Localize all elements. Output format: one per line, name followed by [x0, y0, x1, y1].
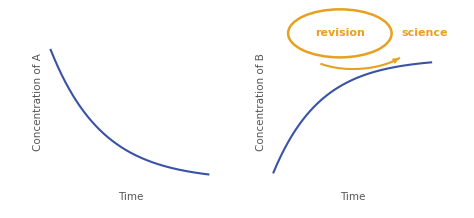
- X-axis label: Time: Time: [118, 192, 143, 202]
- Text: science: science: [401, 28, 448, 38]
- X-axis label: Time: Time: [340, 192, 366, 202]
- Text: revision: revision: [315, 28, 365, 38]
- Y-axis label: Concentration of B: Concentration of B: [256, 54, 266, 151]
- Y-axis label: Concentration of A: Concentration of A: [33, 54, 43, 151]
